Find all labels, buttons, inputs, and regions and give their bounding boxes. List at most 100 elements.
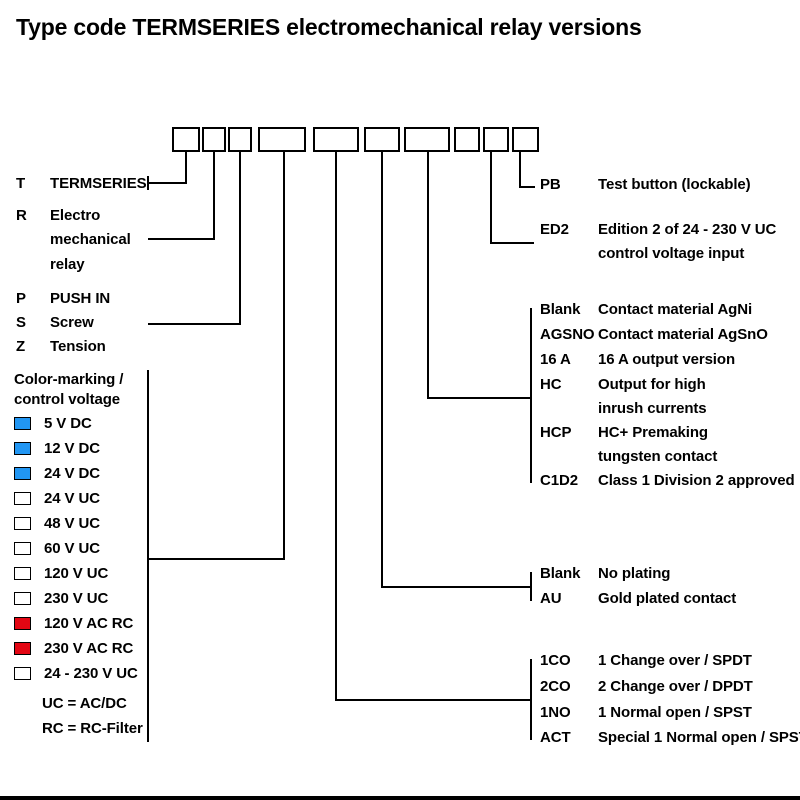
desc-c1d2: Class 1 Division 2 approved xyxy=(598,472,795,489)
color-swatch-230vuc xyxy=(14,592,31,605)
connector-ed2-horizontal xyxy=(490,242,534,244)
code-material-blank: Blank xyxy=(540,301,581,318)
type-code-box-4 xyxy=(258,127,306,152)
code-1co: 1CO xyxy=(540,652,571,669)
voltage-label: 120 V UC xyxy=(44,565,109,582)
connector-connection-vertical xyxy=(239,152,241,325)
code-c1d2: C1D2 xyxy=(540,472,578,489)
color-swatch-120vacrc xyxy=(14,617,31,630)
connector-voltage-horizontal xyxy=(148,558,285,560)
code-ed2: ED2 xyxy=(540,221,569,238)
connector-contacts-vertical xyxy=(335,152,337,701)
voltage-label: 230 V UC xyxy=(44,590,109,607)
type-code-box-1 xyxy=(172,127,200,152)
voltage-label: 60 V UC xyxy=(44,540,100,557)
desc-pb: Test button (lockable) xyxy=(598,176,751,193)
connector-termseries-vertical xyxy=(185,152,187,184)
code-agsno: AGSNO xyxy=(540,326,595,343)
type-code-box-6 xyxy=(364,127,400,152)
voltage-label: 48 V UC xyxy=(44,515,100,532)
code-16a: 16 A xyxy=(540,351,571,368)
color-swatch-24vuc xyxy=(14,492,31,505)
code-1no: 1NO xyxy=(540,704,571,721)
voltage-label: 12 V DC xyxy=(44,440,100,457)
code-au: AU xyxy=(540,590,562,607)
type-code-box-8 xyxy=(454,127,480,152)
desc-hc-line1: Output for high xyxy=(598,376,706,393)
desc-agsno: Contact material AgSnO xyxy=(598,326,768,343)
color-header-line1: Color-marking / xyxy=(14,371,124,388)
desc-act: Special 1 Normal open / SPST xyxy=(598,729,800,746)
bracket-voltage-group xyxy=(147,370,149,742)
type-code-box-9 xyxy=(483,127,509,152)
type-code-box-3 xyxy=(228,127,252,152)
code-hc: HC xyxy=(540,376,562,393)
connector-pb-horizontal xyxy=(519,186,535,188)
label-termseries: TERMSERIES xyxy=(50,175,147,192)
code-plating-blank: Blank xyxy=(540,565,581,582)
desc-hcp-line1: HC+ Premaking xyxy=(598,424,708,441)
connector-material-horizontal xyxy=(427,397,532,399)
color-swatch-230vacrc xyxy=(14,642,31,655)
desc-plating-blank: No plating xyxy=(598,565,671,582)
color-swatch-120vuc xyxy=(14,567,31,580)
type-code-box-7 xyxy=(404,127,450,152)
page-title: Type code TERMSERIES electromechanical r… xyxy=(16,14,642,40)
code-2co: 2CO xyxy=(540,678,571,695)
code-t: T xyxy=(16,175,26,192)
connector-plating-horizontal xyxy=(381,586,532,588)
connector-voltage-vertical xyxy=(283,152,285,560)
connector-relay-vertical xyxy=(213,152,215,240)
connector-connection-horizontal xyxy=(148,323,241,325)
desc-hc-line2: inrush currents xyxy=(598,400,707,417)
color-swatch-60vuc xyxy=(14,542,31,555)
voltage-label: 24 V DC xyxy=(44,465,100,482)
voltage-label: 230 V AC RC xyxy=(44,640,134,657)
connector-plating-vertical xyxy=(381,152,383,588)
connector-termseries-horizontal xyxy=(147,182,187,184)
note-rc: RC = RC-Filter xyxy=(42,720,143,737)
code-s: S xyxy=(16,314,26,331)
color-swatch-24-230vuc xyxy=(14,667,31,680)
label-screw: Screw xyxy=(50,314,94,331)
color-header-line2: control voltage xyxy=(14,391,121,408)
bottom-rule xyxy=(0,796,800,800)
desc-2co: 2 Change over / DPDT xyxy=(598,678,753,695)
desc-ed2-line1: Edition 2 of 24 - 230 V UC xyxy=(598,221,777,238)
type-code-box-10 xyxy=(512,127,539,152)
label-push-in: PUSH IN xyxy=(50,290,111,307)
voltage-label: 120 V AC RC xyxy=(44,615,134,632)
code-z: Z xyxy=(16,338,26,355)
voltage-label: 5 V DC xyxy=(44,415,92,432)
voltage-label: 24 V UC xyxy=(44,490,100,507)
code-r: R xyxy=(16,207,27,224)
desc-1co: 1 Change over / SPDT xyxy=(598,652,752,669)
connector-contacts-horizontal xyxy=(335,699,532,701)
bracket-plating-group xyxy=(530,572,532,601)
desc-au: Gold plated contact xyxy=(598,590,737,607)
desc-1no: 1 Normal open / SPST xyxy=(598,704,752,721)
connector-relay-horizontal xyxy=(148,238,215,240)
color-swatch-24vdc xyxy=(14,467,31,480)
code-p: P xyxy=(16,290,26,307)
desc-hcp-line2: tungsten contact xyxy=(598,448,718,465)
type-code-box-2 xyxy=(202,127,226,152)
color-swatch-48vuc xyxy=(14,517,31,530)
type-code-box-5 xyxy=(313,127,359,152)
connector-pb-vertical xyxy=(519,152,521,188)
label-tension: Tension xyxy=(50,338,106,355)
connector-ed2-vertical xyxy=(490,152,492,244)
bracket-material-group xyxy=(530,308,532,483)
desc-material-blank: Contact material AgNi xyxy=(598,301,753,318)
desc-ed2-line2: control voltage input xyxy=(598,245,745,262)
code-act: ACT xyxy=(540,729,571,746)
label-relay: relay xyxy=(50,256,85,273)
connector-material-vertical xyxy=(427,152,429,399)
note-uc: UC = AC/DC xyxy=(42,695,127,712)
color-swatch-12vdc xyxy=(14,442,31,455)
desc-16a: 16 A output version xyxy=(598,351,736,368)
code-pb: PB xyxy=(540,176,561,193)
color-swatch-5vdc xyxy=(14,417,31,430)
bracket-contacts-group xyxy=(530,659,532,740)
